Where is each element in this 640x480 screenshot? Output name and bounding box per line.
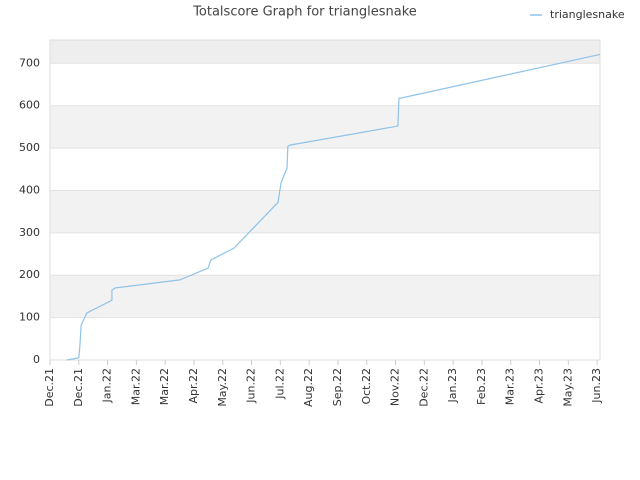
x-tick-label: Apr.22 bbox=[187, 368, 200, 404]
x-tick-label: Dec.22 bbox=[417, 368, 430, 407]
x-tick-label: Jun.22 bbox=[245, 368, 258, 404]
x-tick-label: May.22 bbox=[216, 368, 229, 407]
x-tick-label: Jun.23 bbox=[590, 368, 603, 404]
x-tick-label: Jan.23 bbox=[446, 368, 459, 403]
plot-frame bbox=[49, 39, 601, 361]
x-tick-label: Aug.22 bbox=[302, 368, 315, 407]
x-tick-label: Jul.22 bbox=[273, 368, 286, 400]
grid-band bbox=[50, 40, 600, 64]
x-tick-label: Nov.22 bbox=[389, 368, 402, 406]
x-tick-label: Mar.22 bbox=[158, 368, 171, 405]
x-tick-label: Dec.21 bbox=[72, 368, 85, 407]
chart-title: Totalscore Graph for trianglesnake bbox=[192, 5, 417, 20]
y-tick-label: 400 bbox=[19, 183, 40, 196]
x-tick-label: Apr.23 bbox=[533, 368, 546, 404]
grid-band bbox=[50, 275, 600, 318]
x-tick-label: Mar.22 bbox=[129, 368, 142, 405]
x-tick-label: May.23 bbox=[561, 368, 574, 407]
y-tick-label: 700 bbox=[19, 56, 40, 69]
x-tick-label: Dec.21 bbox=[43, 368, 56, 407]
y-tick-label: 300 bbox=[19, 226, 40, 239]
grid-band bbox=[50, 105, 600, 149]
grid-band bbox=[50, 190, 600, 233]
x-tick-label: Oct.22 bbox=[360, 368, 373, 405]
y-tick-label: 500 bbox=[19, 141, 40, 154]
y-tick-label: 0 bbox=[33, 353, 40, 366]
data-line bbox=[66, 53, 601, 361]
x-tick-label: Feb.23 bbox=[475, 368, 488, 405]
legend-label: trianglesnake bbox=[550, 8, 625, 21]
y-tick-label: 600 bbox=[19, 99, 40, 112]
x-tick-label: Sep.22 bbox=[331, 368, 344, 406]
x-tick-label: Jan.22 bbox=[101, 368, 114, 403]
y-tick-label: 200 bbox=[19, 268, 40, 281]
x-tick-label: Mar.23 bbox=[504, 368, 517, 405]
y-tick-label: 100 bbox=[19, 311, 40, 324]
